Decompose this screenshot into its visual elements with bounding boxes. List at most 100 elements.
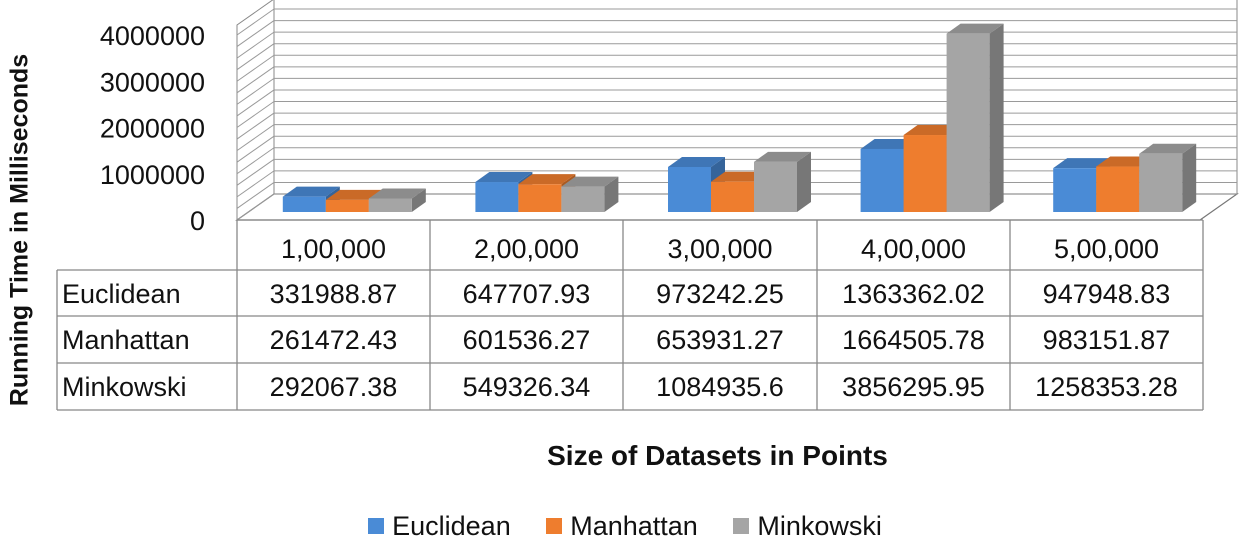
bar-front	[668, 166, 711, 212]
bar-side	[1182, 143, 1197, 212]
bar-top	[860, 138, 918, 149]
x-tick-label: 1,00,000	[281, 234, 386, 264]
gridline-side	[236, 182, 275, 209]
x-tick-label: 4,00,000	[861, 234, 966, 264]
x-axis-title: Size of Datasets in Points	[547, 440, 888, 471]
bar-top	[1139, 143, 1197, 154]
bar-front	[1096, 166, 1140, 212]
gridline-side	[236, 43, 275, 71]
bar-side	[604, 176, 619, 212]
gridline-side	[236, 158, 275, 186]
table-series-label-manhattan: Manhattan	[62, 325, 190, 355]
legend-swatch-minkowski	[733, 518, 750, 534]
legend-item-manhattan: Manhattan	[546, 511, 698, 542]
y-axis-title-wrap: Running Time in Milliseconds	[0, 0, 40, 460]
bar-minkowski-2	[561, 176, 619, 212]
bar-top	[903, 125, 961, 136]
bar-top	[368, 188, 426, 199]
gridline-side	[236, 77, 275, 105]
legend-swatch-manhattan	[546, 518, 563, 534]
bar-side	[411, 188, 426, 212]
legend-swatch-euclidean	[368, 518, 385, 534]
bar-front	[754, 161, 797, 212]
bar-front	[711, 181, 754, 212]
legend-label-euclidean: Euclidean	[392, 510, 511, 541]
gridline-side	[236, 101, 275, 128]
table-series-label-minkowski: Minkowski	[62, 372, 187, 402]
table-cell-minkowski: 292067.38	[270, 372, 398, 402]
x-tick-label: 5,00,000	[1054, 234, 1159, 264]
table-cell-manhattan: 601536.27	[463, 325, 591, 355]
table-cell-minkowski: 549326.34	[463, 372, 591, 402]
y-axis-title: Running Time in Milliseconds	[5, 53, 34, 407]
table-series-label-euclidean: Euclidean	[62, 279, 181, 309]
bar-front	[561, 186, 605, 212]
bar-front	[518, 184, 562, 212]
y-tick-label: 1000000	[100, 160, 205, 190]
y-tick-label: 4000000	[100, 21, 205, 51]
gridline-side	[236, 124, 275, 152]
bar-top	[518, 174, 576, 185]
table-cell-euclidean: 331988.87	[270, 279, 398, 309]
table-cell-manhattan: 983151.87	[1043, 325, 1171, 355]
legend-label-manhattan: Manhattan	[570, 510, 698, 541]
bar-minkowski-4	[946, 23, 1004, 212]
gridline-side	[236, 89, 275, 117]
bar-top	[475, 172, 533, 183]
bar-front	[1139, 153, 1183, 212]
gridline-side	[236, 8, 275, 36]
y-tick-label: 3000000	[100, 67, 205, 97]
data-table: 1,00,000 2,00,000 3,00,000 4,00,000 5,00,000…	[56, 219, 1204, 411]
legend: Euclidean Manhattan Minkowski	[0, 510, 1250, 542]
gridline-side	[236, 135, 275, 163]
bar-minkowski-3	[754, 151, 811, 212]
bar-front	[860, 148, 904, 212]
legend-item-minkowski: Minkowski	[733, 511, 882, 542]
y-tick-label: 2000000	[100, 114, 205, 144]
gridline-side	[236, 54, 275, 82]
bar-front	[325, 199, 369, 212]
bar-front	[903, 135, 947, 212]
bar-side	[989, 23, 1004, 212]
gridline-side	[236, 112, 275, 140]
gridline-side	[236, 31, 275, 59]
bar-minkowski-5	[1139, 143, 1197, 212]
bar-top	[1096, 156, 1154, 167]
table-cell-euclidean: 647707.93	[463, 279, 591, 309]
bars	[282, 23, 1197, 212]
bar-front	[282, 196, 326, 212]
table-cell-manhattan: 653931.27	[656, 325, 784, 355]
bar-top	[946, 23, 1004, 34]
legend-label-minkowski: Minkowski	[757, 510, 882, 541]
bar-top	[561, 176, 619, 187]
bar-front	[1053, 168, 1097, 212]
bar-front	[475, 182, 519, 212]
table-cell-minkowski: 1258353.28	[1035, 372, 1178, 402]
y-tick-label: 0	[190, 206, 205, 236]
gridline-side	[236, 20, 275, 47]
bar-top	[711, 171, 768, 182]
gridline-side	[236, 147, 275, 175]
bar-top	[668, 156, 725, 167]
bar-minkowski-1	[368, 188, 426, 212]
legend-item-euclidean: Euclidean	[368, 511, 511, 542]
bar-top	[282, 186, 340, 197]
bar-top	[1053, 158, 1111, 169]
table-cell-manhattan: 261472.43	[270, 325, 398, 355]
table-cell-manhattan: 1664505.78	[842, 325, 985, 355]
bar-side	[797, 151, 811, 212]
table-cell-euclidean: 1363362.02	[842, 279, 985, 309]
table-cell-minkowski: 1084935.6	[656, 372, 784, 402]
gridline-side	[236, 170, 275, 198]
bar-top	[754, 151, 811, 162]
table-cell-minkowski: 3856295.95	[842, 372, 985, 402]
gridline-side	[236, 193, 275, 221]
bar-top	[325, 189, 383, 200]
gridline-side	[236, 66, 275, 94]
table-cell-euclidean: 973242.25	[656, 279, 784, 309]
x-tick-label: 2,00,000	[474, 234, 579, 264]
y-axis-ticks: 0 1000000 2000000 3000000 4000000	[100, 21, 205, 236]
bar-front	[946, 33, 990, 212]
